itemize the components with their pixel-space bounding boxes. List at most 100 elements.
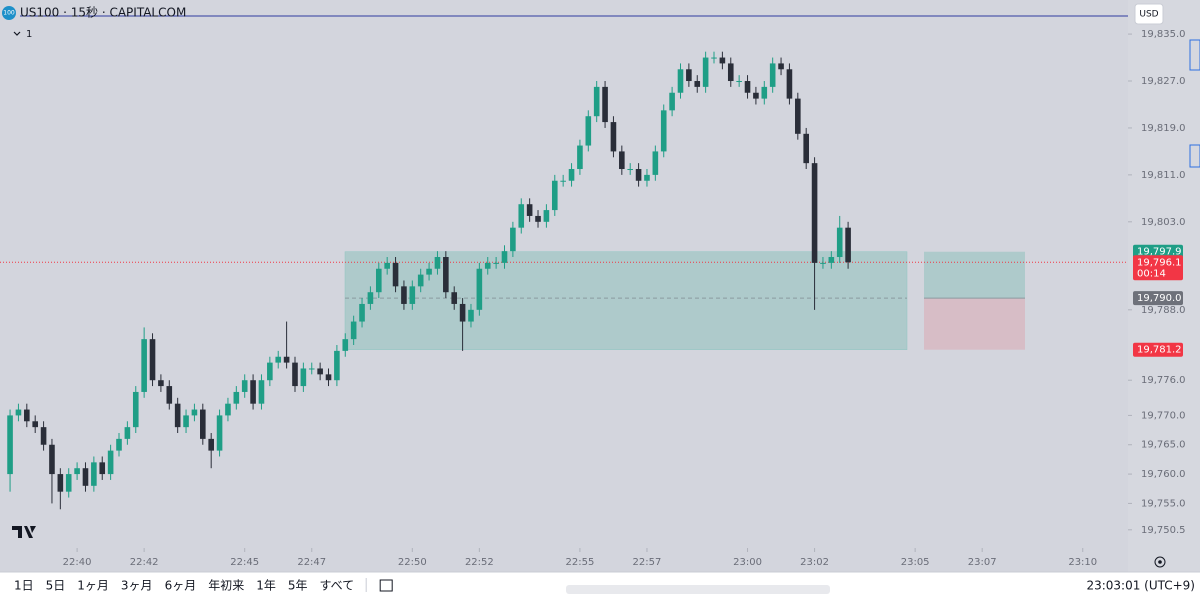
x-tick-label: 22:57 <box>633 557 662 568</box>
candle-body <box>24 409 30 422</box>
candle-body <box>300 368 307 387</box>
side-marker <box>1189 39 1200 71</box>
currency-label[interactable]: USD <box>1139 10 1158 20</box>
range-button[interactable]: 1ヶ月 <box>77 579 109 593</box>
candle-body <box>744 81 751 93</box>
range-button[interactable]: 3ヶ月 <box>121 579 153 593</box>
indicator-count[interactable]: 1 <box>26 29 32 40</box>
range-button[interactable]: 年初来 <box>208 579 244 593</box>
candle-body <box>166 386 173 404</box>
candle-body <box>132 391 139 428</box>
candle-body <box>577 145 583 170</box>
y-tick-label: 19,803.0 <box>1141 217 1186 228</box>
candle-body <box>836 227 843 258</box>
candle-body <box>468 309 474 322</box>
calendar-icon[interactable] <box>379 579 393 592</box>
target-tag-label: 19,797.9 <box>1137 247 1182 258</box>
candle-body <box>191 409 198 416</box>
x-tick-label: 22:40 <box>63 557 92 568</box>
drawing-toolbar[interactable] <box>566 585 830 594</box>
candle-body <box>158 380 164 387</box>
candle-body <box>82 468 89 486</box>
candle-body <box>275 356 282 363</box>
candle-body <box>149 339 156 381</box>
candle-body <box>401 286 407 304</box>
range-button[interactable]: 1年 <box>256 579 276 593</box>
candle-body <box>225 403 231 416</box>
countdown-label: 00:14 <box>1137 268 1166 279</box>
candle-body <box>49 444 55 475</box>
candle-body <box>99 462 106 475</box>
symbol-logo <box>2 6 16 20</box>
candle-body <box>510 227 516 252</box>
x-tick-label: 22:47 <box>297 557 326 568</box>
candle-body <box>702 57 709 87</box>
range-button[interactable]: 5日 <box>46 579 66 593</box>
candle-body <box>359 303 365 322</box>
x-tick-label: 22:50 <box>398 557 427 568</box>
candle-body <box>107 450 114 475</box>
candle-body <box>778 63 784 70</box>
candle-body <box>803 133 809 164</box>
candle-body <box>384 262 390 269</box>
entry-tag-label: 19,790.0 <box>1137 293 1182 304</box>
candle-body <box>644 174 650 181</box>
candle-body <box>820 262 826 264</box>
candle-body <box>828 257 835 263</box>
candle-body <box>409 286 416 304</box>
y-tick-label: 19,755.0 <box>1141 498 1186 509</box>
candle-body <box>493 262 499 264</box>
candle-body <box>7 415 13 475</box>
candle-body <box>375 268 382 293</box>
candle-body <box>568 169 575 181</box>
candle-body <box>686 69 692 82</box>
candle-body <box>65 474 72 492</box>
candle-body <box>292 362 298 387</box>
settings-icon[interactable] <box>1154 556 1166 568</box>
candle-body <box>677 69 684 93</box>
candle-body <box>795 98 801 134</box>
candle-body <box>174 403 181 428</box>
candle-body <box>317 368 323 375</box>
candle-body <box>593 86 600 117</box>
y-tick-label: 19,788.0 <box>1141 305 1186 316</box>
candle-body <box>334 350 340 381</box>
profit-zone <box>924 251 1025 299</box>
candle-body <box>551 180 558 211</box>
y-tick-label: 19,765.0 <box>1141 440 1186 451</box>
range-button[interactable]: 6ヶ月 <box>165 579 197 593</box>
collapse-chevron[interactable] <box>13 31 21 36</box>
candle-body <box>711 57 717 59</box>
candle-body <box>241 380 248 392</box>
entry-tag <box>1133 291 1183 306</box>
target-tag <box>1133 244 1183 259</box>
candle-body <box>57 474 64 492</box>
x-tick-label: 23:00 <box>733 557 762 568</box>
candle-body <box>74 468 80 475</box>
candle-body <box>342 339 349 351</box>
range-button[interactable]: すべて <box>320 579 355 593</box>
candle-body <box>183 415 189 428</box>
candle-body <box>786 69 793 99</box>
x-tick-label: 22:55 <box>566 557 595 568</box>
candle-body <box>417 274 424 287</box>
symbol-logo-text: 100 <box>3 10 15 17</box>
candle-body <box>233 391 240 404</box>
candle-body <box>602 86 608 123</box>
candle-body <box>719 57 726 64</box>
settings-icon-dot <box>1158 560 1162 564</box>
candle-body <box>325 374 332 381</box>
symbol-title[interactable]: US100 · 15秒 · CAPITALCOM <box>20 6 186 20</box>
candle-body <box>451 292 458 304</box>
range-button[interactable]: 5年 <box>288 579 308 593</box>
candle-body <box>15 409 22 416</box>
candle-body <box>267 362 273 381</box>
candle-body <box>535 215 541 222</box>
candle-body <box>660 110 667 152</box>
candle-body <box>811 163 818 263</box>
candle-body <box>250 380 256 404</box>
candle-body <box>392 262 399 287</box>
currency-button[interactable] <box>1134 3 1164 25</box>
range-button[interactable]: 1日 <box>14 579 34 593</box>
